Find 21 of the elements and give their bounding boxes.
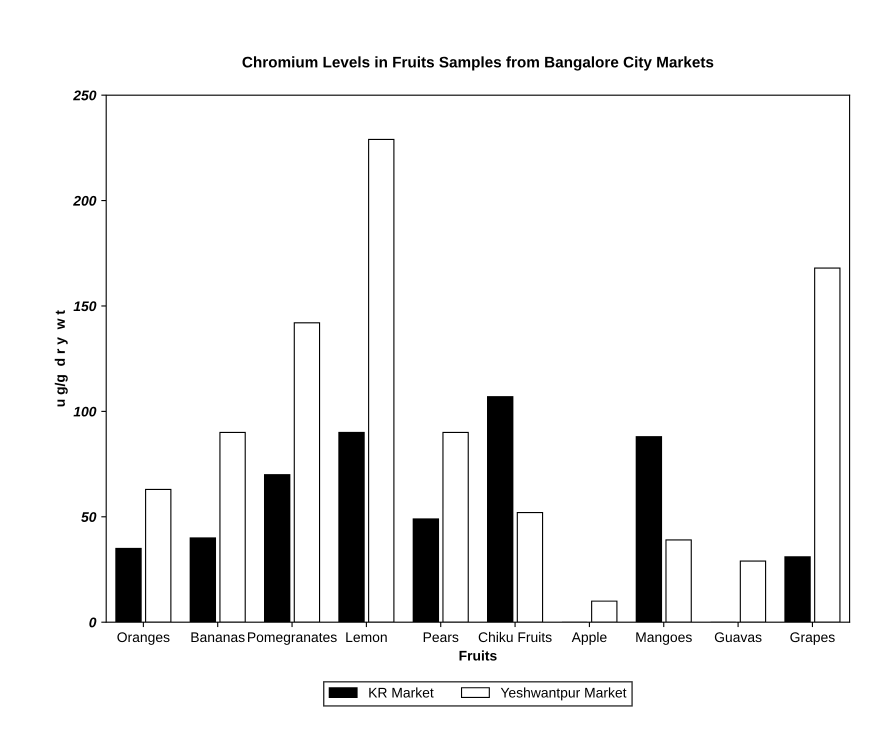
y-tick-label: 0 <box>89 618 96 628</box>
x-axis-title: Fruits <box>460 650 497 661</box>
x-tick-label: Chiku Fruits <box>478 632 552 642</box>
x-tick-label: Lemon <box>346 632 387 642</box>
x-tick-label: Bananas <box>191 632 245 642</box>
x-tick-label: Mangoes <box>636 632 692 645</box>
x-tick-label: Pomegranates <box>248 632 337 645</box>
legend-label: Yeshwantpur Market <box>500 687 626 700</box>
y-tick-label: 100 <box>74 406 96 417</box>
chart-title: Chromium Levels in Fruits Samples from Bangalore City Markets <box>242 56 714 71</box>
x-tick-label: Apple <box>572 632 607 645</box>
y-tick-label: 150 <box>74 301 96 312</box>
y-tick-label: 50 <box>81 512 96 522</box>
x-tick-label: Grapes <box>790 632 835 645</box>
x-tick-label: Guavas <box>714 632 762 642</box>
x-tick-label: Oranges <box>117 632 170 645</box>
y-axis-title: u g/g d r y w t <box>54 310 68 406</box>
y-tick-label: 200 <box>73 196 96 206</box>
x-tick-label: Pears <box>424 632 458 642</box>
legend-label: KR Market <box>369 687 434 698</box>
y-tick-label: 250 <box>73 90 96 100</box>
